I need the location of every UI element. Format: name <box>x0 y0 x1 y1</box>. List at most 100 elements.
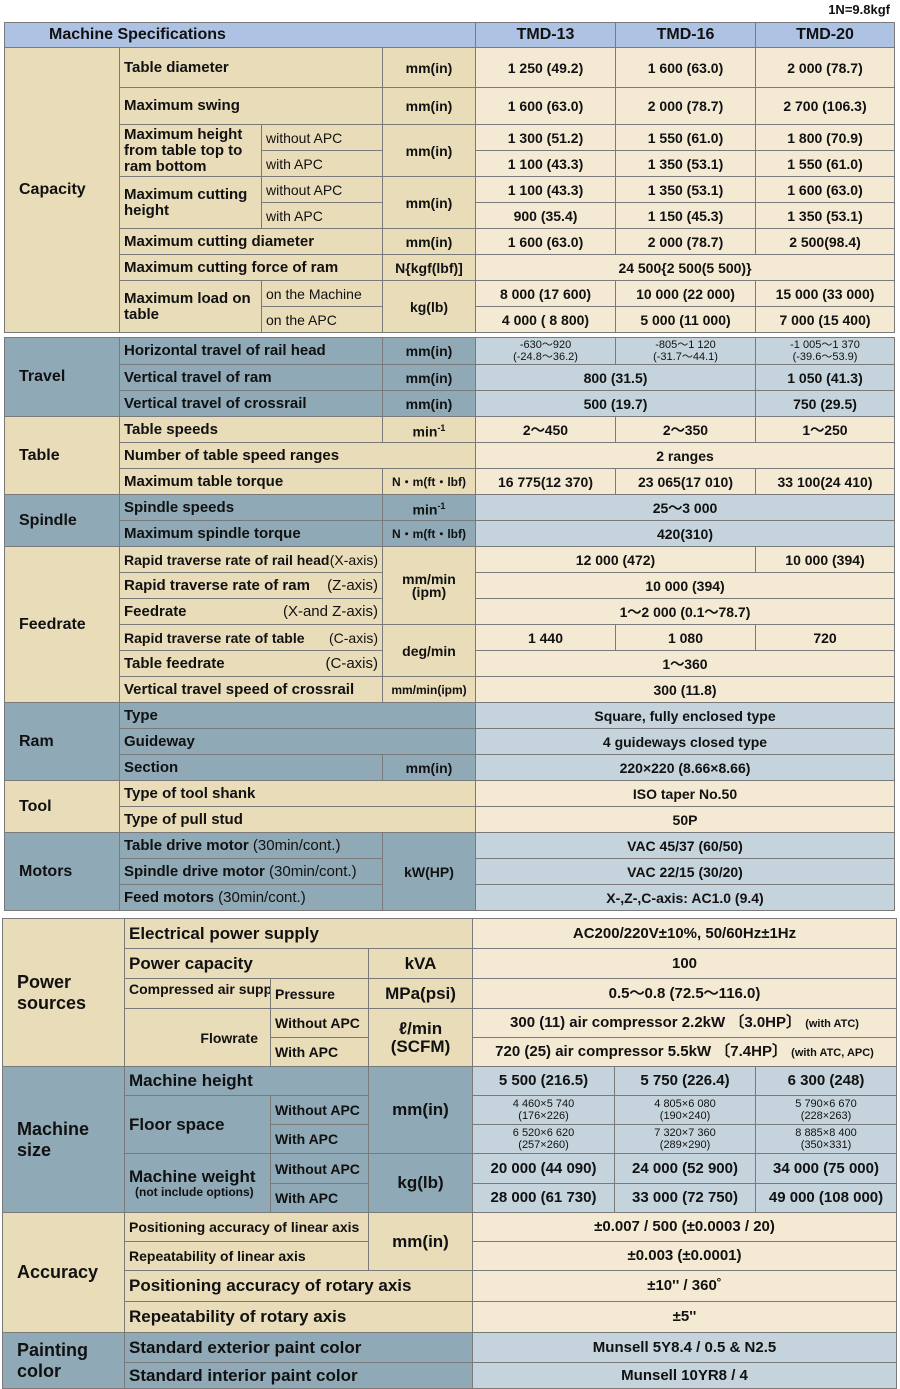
value: 750 (29.5) <box>755 390 895 417</box>
value: 33 100(24 410) <box>755 468 895 495</box>
value: 1 350 (53.1) <box>755 202 895 229</box>
row-label: Maximum spindle torque <box>119 520 383 547</box>
unit: mm(in) <box>382 47 476 88</box>
accuracy-section: Accuracy Positioning accuracy of linear … <box>2 1212 898 1333</box>
value: 50P <box>475 806 895 833</box>
value: 2～350 <box>615 416 756 443</box>
unit: min-1 <box>382 416 476 443</box>
value: 2～450 <box>475 416 616 443</box>
row-label: Positioning accuracy of rotary axis <box>123 1270 474 1302</box>
value: Munsell 5Y8.4 / 0.5 & N2.5 <box>472 1332 898 1363</box>
value: 800 (31.5) <box>475 364 756 391</box>
row-label: Standard interior paint color <box>123 1362 474 1389</box>
value: -630～920 (-24.8～36.2) <box>475 337 616 365</box>
spindle-section: Spindle Spindle speeds min-1 25～3 000 Ma… <box>4 494 895 547</box>
value: 2 000 (78.7) <box>615 87 756 125</box>
value: 5 500 (216.5) <box>472 1066 616 1096</box>
row-label: Maximum load on table <box>119 280 262 333</box>
value: VAC 22/15 (30/20) <box>475 858 895 885</box>
value: 28 000 (61 730) <box>472 1183 616 1213</box>
value: VAC 45/37 (60/50) <box>475 832 895 859</box>
value: ISO taper No.50 <box>475 780 895 807</box>
value: 1 300 (51.2) <box>475 124 616 151</box>
value: 1 600 (63.0) <box>475 87 616 125</box>
value: 7 000 (15 400) <box>755 306 895 333</box>
row-label: Standard exterior paint color <box>123 1332 474 1363</box>
value: 900 (35.4) <box>475 202 616 229</box>
row-label: Repeatability of linear axis <box>124 1241 369 1271</box>
row-label: Power capacity <box>124 948 369 979</box>
unit: mm(in) <box>382 124 476 177</box>
value: 24 000 (52 900) <box>614 1153 757 1184</box>
value: 1 600 (63.0) <box>615 47 756 88</box>
sub-label: without APC <box>261 124 383 151</box>
value: 2 ranges <box>475 442 895 469</box>
category-spindle: Spindle <box>4 494 120 547</box>
unit: kg(lb) <box>367 1153 474 1213</box>
unit: N{kgf(lbf)] <box>382 254 476 281</box>
sub-label: on the Machine <box>261 280 383 307</box>
paint-section: Painting color Standard exterior paint c… <box>2 1332 898 1389</box>
value: 6 300 (248) <box>755 1066 898 1096</box>
category-size: Machine size <box>2 1066 125 1213</box>
value: 1～360 <box>475 650 895 677</box>
value: X-,Z-,C-axis: AC1.0 (9.4) <box>475 884 895 911</box>
category-motors: Motors <box>4 832 120 911</box>
value: 2 000 (78.7) <box>755 47 895 88</box>
value: 1 600 (63.0) <box>475 228 616 255</box>
row-label: Table feedrate (C-axis) <box>119 650 383 677</box>
value: AC200/220V±10%, 50/60Hz±1Hz <box>472 918 898 949</box>
category-tool: Tool <box>4 780 120 833</box>
sub-label: With APC <box>270 1124 369 1154</box>
category-ram: Ram <box>4 702 120 781</box>
value: 500 (19.7) <box>475 390 756 417</box>
unit: kg(lb) <box>382 280 476 333</box>
value: 10 000 (22 000) <box>615 280 756 307</box>
row-label: Table diameter <box>119 47 383 88</box>
unit: mm/min(ipm) <box>382 676 476 703</box>
category-paint: Painting color <box>2 1332 125 1389</box>
value: 10 000 (394) <box>755 546 895 573</box>
row-label: Number of table speed ranges <box>119 442 476 469</box>
sub-label: Pressure <box>270 978 369 1009</box>
value: Munsell 10YR8 / 4 <box>472 1362 898 1389</box>
sub-label: with APC <box>261 202 383 229</box>
value: 2 700 (106.3) <box>755 87 895 125</box>
row-label: Type of pull stud <box>119 806 476 833</box>
sub-label: Without APC <box>270 1095 369 1125</box>
row-label: Table speeds <box>119 416 383 443</box>
header-row: Machine Specifications TMD-13 TMD-16 TMD… <box>4 22 895 48</box>
row-label: Rapid traverse rate of table (C-axis) <box>119 624 383 651</box>
sub-label: without APC <box>261 176 383 203</box>
unit: mm(in) <box>382 228 476 255</box>
unit: mm(in) <box>382 337 476 365</box>
row-label: Maximum swing <box>119 87 383 125</box>
value: 100 <box>472 948 898 979</box>
value: 5 790×6 670 (228×263) <box>755 1095 898 1125</box>
ram-section: Ram Type Square, fully enclosed type Gui… <box>4 702 895 781</box>
sub-label: with APC <box>261 150 383 177</box>
unit: kW(HP) <box>382 832 476 911</box>
value: 33 000 (72 750) <box>614 1183 757 1213</box>
value: 1 800 (70.9) <box>755 124 895 151</box>
value: 0.5～0.8 (72.5～116.0) <box>472 978 898 1009</box>
unit: mm(in) <box>382 364 476 391</box>
value: 1 550 (61.0) <box>615 124 756 151</box>
value: 5 000 (11 000) <box>615 306 756 333</box>
value: 6 520×6 620 (257×260) <box>472 1124 616 1154</box>
value: 1 100 (43.3) <box>475 176 616 203</box>
category-travel: Travel <box>4 337 120 417</box>
row-label: Feed motors (30min/cont.) <box>119 884 383 911</box>
row-label: Maximum cutting diameter <box>119 228 383 255</box>
tool-section: Tool Type of tool shank ISO taper No.50 … <box>4 780 895 833</box>
value: 4 805×6 080 (190×240) <box>614 1095 757 1125</box>
value: 2 000 (78.7) <box>615 228 756 255</box>
spec-table-upper-cont: Travel Horizontal travel of rail head mm… <box>4 337 895 911</box>
row-label: Horizontal travel of rail head <box>119 337 383 365</box>
value: 1 600 (63.0) <box>755 176 895 203</box>
value: 1 100 (43.3) <box>475 150 616 177</box>
motors-section: Motors Table drive motor (30min/cont.) k… <box>4 832 895 911</box>
value: 1 350 (53.1) <box>615 176 756 203</box>
value: 8 000 (17 600) <box>475 280 616 307</box>
table-section: Table Table speeds min-1 2～450 2～350 1～2… <box>4 416 895 495</box>
